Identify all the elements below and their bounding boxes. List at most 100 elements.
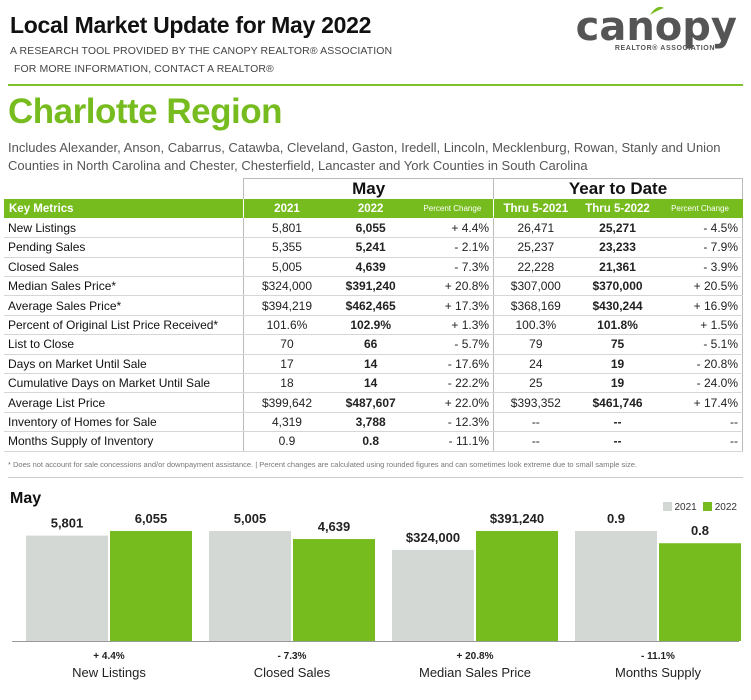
- percent-change-label: - 7.3%: [278, 651, 307, 662]
- category-label: New Listings: [72, 665, 146, 680]
- key-metrics-table: May Year to Date Key Metrics 2021 2022 P…: [4, 178, 743, 452]
- value-ytd-pct: + 1.5%: [657, 315, 743, 336]
- section-divider: [8, 477, 743, 478]
- table-row: Inventory of Homes for Sale 4,319 3,788- 1…: [4, 412, 743, 433]
- page-title: Local Market Update for May 2022: [10, 12, 372, 38]
- data-label-2021: 0.9: [607, 511, 625, 526]
- logo-word: canopy: [575, 4, 737, 50]
- metric-label: Average Sales Price*: [4, 295, 244, 316]
- value-may-2021: 17: [243, 354, 330, 375]
- value-ytd-pct: --: [657, 412, 743, 433]
- col-ytd-percent-change: Percent Change: [657, 199, 743, 219]
- value-ytd-2022: --: [577, 431, 658, 452]
- value-ytd-pct: - 3.9%: [657, 257, 743, 278]
- value-may-pct: - 12.3%: [411, 412, 494, 433]
- col-2021: 2021: [243, 199, 330, 219]
- metric-label: Average List Price: [4, 392, 244, 413]
- header-divider: [8, 84, 743, 86]
- canopy-logo: canopy REALTOR® ASSOCIATION: [567, 4, 737, 56]
- value-ytd-2021: 79: [493, 334, 578, 355]
- data-label-2021: 5,801: [51, 516, 84, 531]
- value-ytd-2021: 26,471: [493, 218, 578, 239]
- leaf-icon: [650, 6, 664, 15]
- value-may-2021: 5,005: [243, 257, 330, 278]
- value-may-pct: - 11.1%: [411, 431, 494, 452]
- value-may-2022: 3,788: [329, 412, 412, 433]
- value-may-pct: - 17.6%: [411, 354, 494, 375]
- data-label-2021: $324,000: [406, 530, 460, 545]
- value-ytd-2021: $393,352: [493, 392, 578, 413]
- region-name: Charlotte Region: [8, 92, 282, 131]
- legend-label-2021: 2021: [674, 502, 697, 513]
- value-ytd-2021: $307,000: [493, 276, 578, 297]
- bar-2021: [392, 549, 474, 641]
- value-may-pct: - 5.7%: [411, 334, 494, 355]
- value-may-2022: 5,241: [329, 237, 412, 258]
- value-ytd-2021: 100.3%: [493, 315, 578, 336]
- legend-swatch-2022: [702, 502, 712, 511]
- value-ytd-pct: - 20.8%: [657, 354, 743, 375]
- bar-2022: [659, 543, 741, 641]
- value-ytd-2021: --: [493, 431, 578, 452]
- table-row: New Listings 5,801 6,055 + 4.4% 26,471 25,271…: [4, 218, 743, 239]
- region-includes: Includes Alexander, Anson, Cabarrus, Cat…: [8, 140, 721, 173]
- metric-label: Inventory of Homes for Sale: [4, 412, 244, 433]
- value-may-pct: + 20.8%: [411, 276, 494, 297]
- value-may-2021: 70: [243, 334, 330, 355]
- value-may-2021: $394,219: [243, 295, 330, 316]
- value-ytd-2022: 19: [577, 373, 658, 394]
- table-row: List to Close 70 66- 5.7% 79 75- 5.1%: [4, 334, 743, 355]
- metric-label: Percent of Original List Price Received*: [4, 315, 244, 336]
- subtitle-research-tool: A RESEARCH TOOL PROVIDED BY THE CANOPY R…: [10, 45, 393, 57]
- value-ytd-2022: 23,233: [577, 237, 658, 258]
- legend-swatch-2021: [662, 502, 672, 511]
- value-may-pct: - 2.1%: [411, 237, 494, 258]
- value-may-2022: 4,639: [329, 257, 412, 278]
- percent-change-label: + 4.4%: [93, 651, 125, 662]
- value-may-2022: 6,055: [329, 218, 412, 239]
- value-ytd-2021: 22,228: [493, 257, 578, 278]
- data-label-2021: 5,005: [234, 511, 267, 526]
- data-label-2022: 0.8: [691, 523, 709, 538]
- legend-item-2021: 2021: [662, 502, 697, 513]
- metric-label: Pending Sales: [4, 237, 244, 258]
- table-row: Months Supply of Inventory 0.9 0.8- 11.1% -…: [4, 431, 743, 452]
- data-label-2022: $391,240: [490, 511, 544, 526]
- subtitle-contact: FOR MORE INFORMATION, CONTACT A REALTOR®: [14, 63, 274, 75]
- value-ytd-pct: - 4.5%: [657, 218, 743, 239]
- bar-2022: [476, 531, 558, 641]
- value-may-2021: 5,355: [243, 237, 330, 258]
- metric-label: Median Sales Price*: [4, 276, 244, 297]
- logo-subtitle: REALTOR® ASSOCIATION: [614, 45, 715, 52]
- category-label: Closed Sales: [254, 665, 331, 680]
- group-header-ytd: Year to Date: [493, 178, 743, 199]
- value-ytd-2022: --: [577, 412, 658, 433]
- percent-change-label: - 11.1%: [641, 651, 675, 662]
- col-key-metrics: Key Metrics: [4, 199, 244, 219]
- table-row: Average List Price $399,642 $487,607 + 22.0…: [4, 392, 743, 413]
- col-2022: 2022: [329, 199, 412, 219]
- col-ytd-2022: Thru 5-2022: [577, 199, 658, 219]
- value-may-pct: - 22.2%: [411, 373, 494, 394]
- value-ytd-2022: 75: [577, 334, 658, 355]
- value-ytd-pct: - 24.0%: [657, 373, 743, 394]
- table-row: Cumulative Days on Market Until Sale 18 14…: [4, 373, 743, 394]
- category-label: Median Sales Price: [419, 665, 531, 680]
- value-may-pct: - 7.3%: [411, 257, 494, 278]
- metric-label: List to Close: [4, 334, 244, 355]
- value-may-2022: 0.8: [329, 431, 412, 452]
- data-label-2022: 6,055: [135, 511, 168, 526]
- value-ytd-pct: --: [657, 431, 743, 452]
- value-may-pct: + 22.0%: [411, 392, 494, 413]
- bar-2021: [26, 535, 108, 641]
- value-ytd-pct: - 7.9%: [657, 237, 743, 258]
- value-ytd-2022: $461,746: [577, 392, 658, 413]
- value-ytd-2021: $368,169: [493, 295, 578, 316]
- value-may-pct: + 4.4%: [411, 218, 494, 239]
- bar-2021: [209, 531, 291, 641]
- value-may-2022: 14: [329, 373, 412, 394]
- value-ytd-2022: 21,361: [577, 257, 658, 278]
- value-may-2021: 4,319: [243, 412, 330, 433]
- value-ytd-2022: 25,271: [577, 218, 658, 239]
